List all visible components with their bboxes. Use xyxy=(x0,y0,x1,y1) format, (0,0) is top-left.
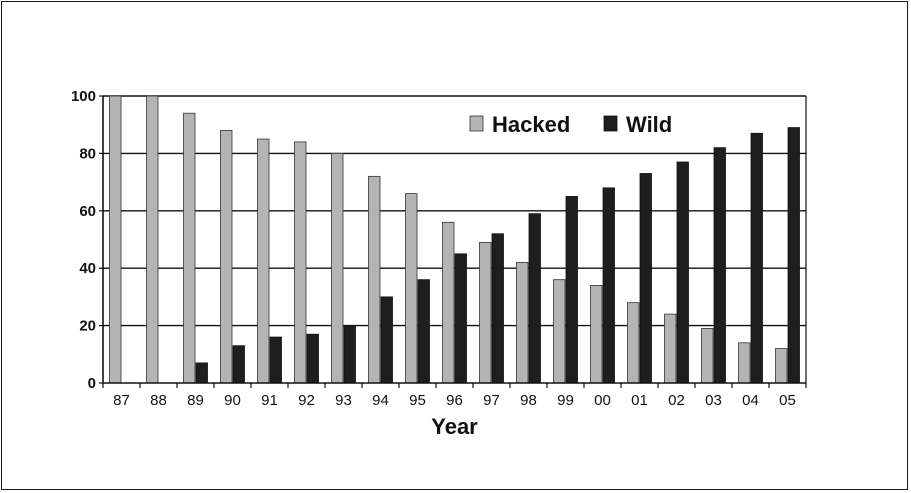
x-tick-label: 00 xyxy=(594,392,611,409)
bar-wild-94 xyxy=(380,296,393,384)
y-tick-labels: 0 20 40 60 80 100 xyxy=(71,88,96,392)
bar-hacked-98 xyxy=(516,262,529,384)
bar-wild-99 xyxy=(565,196,578,384)
legend-swatch-wild xyxy=(603,115,618,132)
bar-hacked-95 xyxy=(405,193,418,384)
y-tick-label: 20 xyxy=(79,318,96,335)
bar-hacked-93 xyxy=(331,152,344,384)
x-tick-labels: 87 88 89 90 91 92 93 94 95 96 97 98 99 00 01 02 03 04 05 xyxy=(113,392,796,409)
bar-wild-95 xyxy=(417,279,430,384)
bar-hacked-87 xyxy=(109,95,122,384)
x-tick-label: 87 xyxy=(113,392,130,409)
bar-wild-96 xyxy=(454,253,467,384)
x-axis-title: Year xyxy=(431,414,478,439)
x-tick-label: 03 xyxy=(705,392,722,409)
bar-wild-92 xyxy=(306,333,319,384)
legend-label-wild: Wild xyxy=(626,112,672,137)
legend-label-hacked: Hacked xyxy=(492,112,570,137)
axes xyxy=(99,95,807,388)
bar-wild-98 xyxy=(528,213,541,384)
legend: Hacked Wild xyxy=(469,112,672,137)
bar-wild-01 xyxy=(639,173,652,384)
x-tick-label: 89 xyxy=(187,392,204,409)
bar-hacked-94 xyxy=(368,175,381,384)
x-tick-label: 92 xyxy=(298,392,315,409)
bar-hacked-05 xyxy=(775,348,788,384)
bar-hacked-91 xyxy=(257,138,270,384)
bar-wild-91 xyxy=(269,336,282,384)
bar-hacked-03 xyxy=(701,328,714,384)
bar-wild-00 xyxy=(602,187,615,384)
y-tick-label: 0 xyxy=(88,375,96,392)
x-tick-label: 02 xyxy=(668,392,685,409)
x-tick-label: 96 xyxy=(446,392,463,409)
bar-hacked-88 xyxy=(146,95,159,384)
x-tick-label: 88 xyxy=(150,392,167,409)
bar-hacked-02 xyxy=(664,313,677,384)
bar-hacked-99 xyxy=(553,279,566,384)
bar-hacked-97 xyxy=(479,241,492,384)
bar-hacked-00 xyxy=(590,285,603,384)
bars xyxy=(109,95,800,384)
bar-wild-90 xyxy=(232,345,245,384)
bar-wild-93 xyxy=(343,325,356,384)
x-tick-label: 04 xyxy=(742,392,759,409)
bar-wild-02 xyxy=(676,161,689,384)
bar-hacked-01 xyxy=(627,302,640,384)
gridlines xyxy=(103,95,806,327)
y-tick-label: 100 xyxy=(71,88,96,105)
x-tick-label: 05 xyxy=(779,392,796,409)
y-tick-label: 60 xyxy=(79,203,96,220)
bar-wild-03 xyxy=(713,147,726,384)
bar-hacked-04 xyxy=(738,342,751,384)
bar-wild-05 xyxy=(787,127,800,384)
x-tick-label: 95 xyxy=(409,392,426,409)
y-tick-label: 80 xyxy=(79,145,96,162)
bar-wild-89 xyxy=(195,362,208,384)
x-tick-label: 01 xyxy=(631,392,648,409)
y-tick-label: 40 xyxy=(79,260,96,277)
x-tick-label: 94 xyxy=(372,392,389,409)
x-tick-label: 90 xyxy=(224,392,241,409)
bar-wild-97 xyxy=(491,233,504,384)
x-tick-label: 99 xyxy=(557,392,574,409)
x-tick-label: 93 xyxy=(335,392,352,409)
bar-wild-04 xyxy=(750,132,763,384)
bar-hacked-96 xyxy=(442,221,455,384)
bar-hacked-89 xyxy=(183,112,196,384)
x-tick-label: 98 xyxy=(520,392,537,409)
bar-hacked-90 xyxy=(220,130,233,384)
bar-hacked-92 xyxy=(294,141,307,384)
legend-swatch-hacked xyxy=(469,115,484,132)
x-tick-label: 97 xyxy=(483,392,500,409)
x-tick-label: 91 xyxy=(261,392,278,409)
